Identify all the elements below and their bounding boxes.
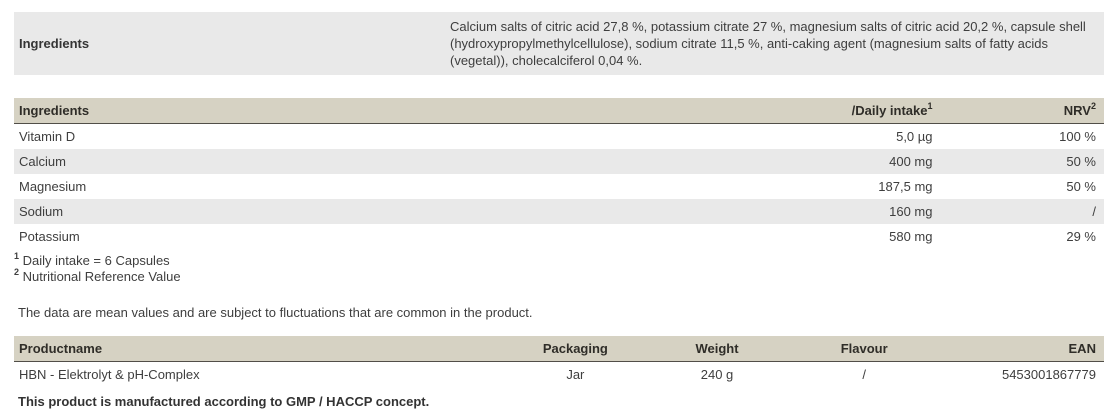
ingredient-name: Calcium	[19, 154, 66, 169]
nutrition-header-ingredients: Ingredients	[19, 103, 90, 118]
footnote-nrv: 2 Nutritional Reference Value	[14, 266, 1104, 285]
table-row: Calcium 400 mg 50 %	[14, 149, 1104, 174]
weight-value: 240 g	[700, 367, 734, 382]
ingredient-name: Vitamin D	[19, 129, 76, 144]
ean-value: 5453001867779	[1001, 367, 1096, 382]
nutrition-header-daily-intake: /Daily intake1	[559, 100, 941, 118]
packaging-value: Jar	[566, 367, 585, 382]
product-table: Productname Packaging Weight Flavour EAN…	[14, 336, 1104, 387]
footnote-daily-intake: 1 Daily intake = 6 Capsules	[14, 250, 1104, 269]
nrv-value: 50 %	[1066, 154, 1096, 169]
daily-intake-value: 160 mg	[889, 204, 933, 219]
product-header-weight: Weight	[695, 341, 739, 356]
daily-intake-footnote-marker: 1	[927, 100, 933, 111]
product-table-header: Productname Packaging Weight Flavour EAN	[14, 336, 1104, 362]
daily-intake-value: 580 mg	[889, 229, 933, 244]
ingredients-summary-text: Calcium salts of citric acid 27,8 %, pot…	[450, 19, 1086, 68]
nrv-value: /	[1092, 204, 1096, 219]
footnotes: 1 Daily intake = 6 Capsules 2 Nutritiona…	[14, 250, 1104, 285]
product-header-productname: Productname	[19, 341, 103, 356]
table-row: Potassium 580 mg 29 %	[14, 224, 1104, 249]
nutrition-table: Ingredients /Daily intake1 NRV2 Vitamin …	[14, 98, 1104, 249]
nrv-footnote-marker: 2	[1090, 100, 1096, 111]
nutrition-table-header: Ingredients /Daily intake1 NRV2	[14, 98, 1104, 124]
product-header-flavour: Flavour	[840, 341, 888, 356]
ingredient-name: Potassium	[19, 229, 80, 244]
ingredients-summary-label: Ingredients	[19, 36, 90, 51]
footnote-marker: 1	[14, 250, 20, 261]
nrv-header-text: NRV	[1063, 103, 1091, 118]
footnote-marker: 2	[14, 266, 20, 277]
table-row: Sodium 160 mg /	[14, 199, 1104, 224]
ingredient-name: Sodium	[19, 204, 64, 219]
manufacturing-note: This product is manufactured according t…	[18, 394, 430, 409]
mean-values-disclaimer: The data are mean values and are subject…	[18, 305, 533, 320]
nrv-value: 100 %	[1059, 129, 1096, 144]
daily-intake-value: 5,0 µg	[896, 129, 933, 144]
nrv-value: 29 %	[1066, 229, 1096, 244]
daily-intake-value: 400 mg	[889, 154, 933, 169]
product-header-ean: EAN	[1068, 341, 1096, 356]
nrv-value: 50 %	[1066, 179, 1096, 194]
ingredients-summary-section: Ingredients Calcium salts of citric acid…	[14, 12, 1104, 75]
footnote-text: Nutritional Reference Value	[19, 269, 181, 284]
daily-intake-value: 187,5 mg	[878, 179, 933, 194]
flavour-value: /	[862, 367, 866, 382]
table-row: Vitamin D 5,0 µg 100 %	[14, 124, 1104, 149]
table-row: Magnesium 187,5 mg 50 %	[14, 174, 1104, 199]
nutrition-header-nrv: NRV2	[941, 100, 1105, 118]
product-row: HBN - Elektrolyt & pH-Complex Jar 240 g …	[14, 362, 1104, 387]
daily-intake-header-text: /Daily intake	[851, 103, 928, 118]
ingredient-name: Magnesium	[19, 179, 87, 194]
product-header-packaging: Packaging	[542, 341, 608, 356]
footnote-text: Daily intake = 6 Capsules	[19, 253, 170, 268]
nutrition-table-body: Vitamin D 5,0 µg 100 % Calcium 400 mg 50…	[14, 124, 1104, 249]
productname-value: HBN - Elektrolyt & pH-Complex	[19, 367, 200, 382]
